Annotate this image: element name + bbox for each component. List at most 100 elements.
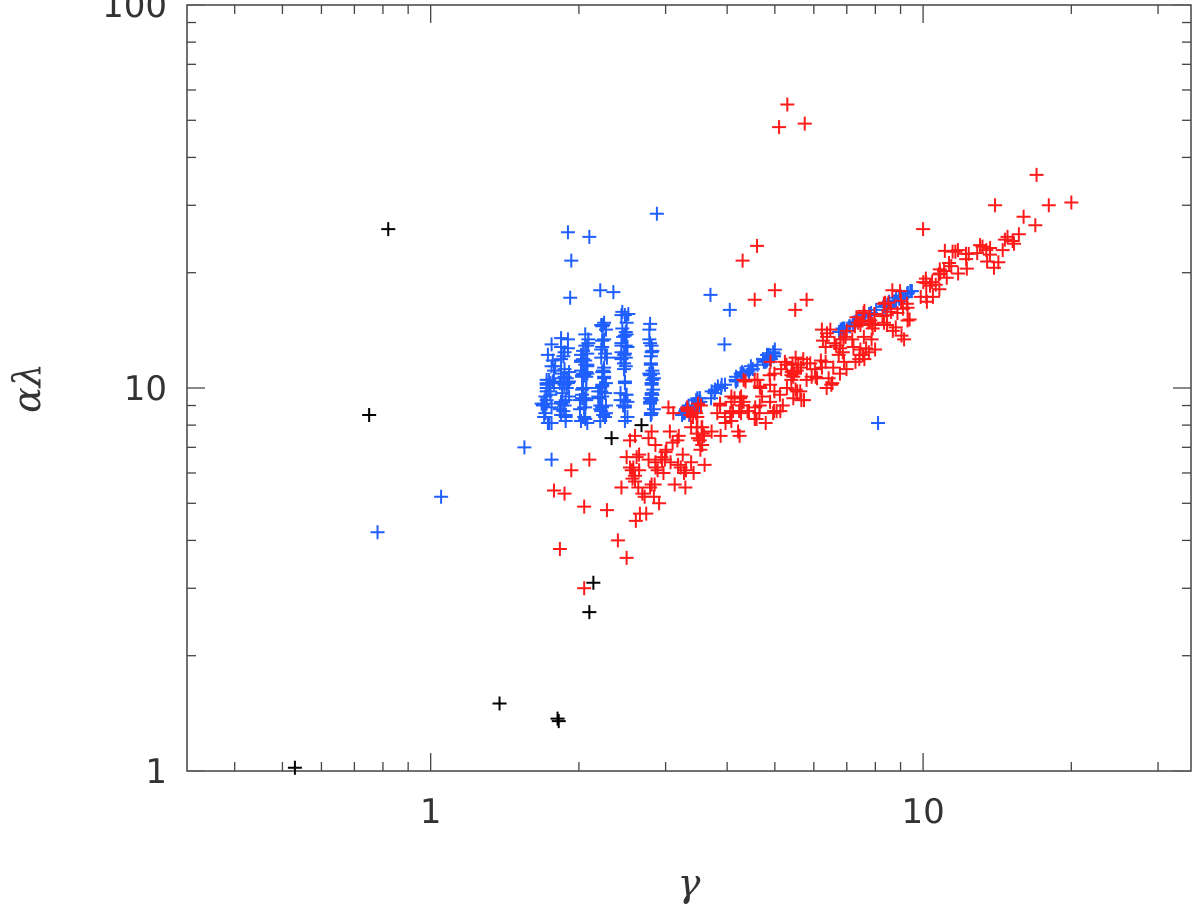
data-point	[544, 400, 559, 415]
data-point	[594, 342, 609, 357]
data-point	[551, 714, 566, 729]
data-point	[779, 357, 794, 372]
data-points	[287, 97, 1079, 775]
data-point	[610, 533, 625, 548]
data-point	[763, 394, 778, 409]
data-point	[790, 384, 805, 399]
data-point	[546, 483, 561, 498]
data-point	[560, 225, 575, 240]
data-point	[537, 396, 552, 411]
data-point	[650, 463, 665, 478]
data-point	[546, 363, 561, 378]
data-point	[1064, 195, 1079, 210]
data-point	[641, 431, 656, 446]
data-point	[678, 480, 693, 495]
data-point	[684, 455, 699, 470]
data-point	[623, 433, 638, 448]
y-tick-label: 1	[145, 752, 167, 792]
data-point	[1029, 167, 1044, 182]
data-point	[743, 359, 758, 374]
data-point	[644, 345, 659, 360]
data-point	[740, 404, 755, 419]
data-point	[918, 271, 933, 286]
data-point	[881, 295, 896, 310]
data-point	[564, 253, 579, 268]
data-point	[641, 452, 656, 467]
data-point	[747, 292, 762, 307]
data-point	[717, 337, 732, 352]
data-point	[625, 471, 640, 486]
data-point	[644, 477, 659, 492]
series-2	[546, 97, 1079, 596]
data-point	[683, 408, 698, 423]
data-point	[780, 97, 795, 112]
data-point	[629, 450, 644, 465]
data-point	[785, 365, 800, 380]
data-point	[823, 322, 838, 337]
data-point	[735, 253, 750, 268]
data-point	[558, 408, 573, 423]
data-point	[861, 314, 876, 329]
data-point	[621, 307, 636, 322]
data-point	[895, 301, 910, 316]
data-point	[900, 313, 915, 328]
data-point	[560, 332, 575, 347]
x-axis-label: γ	[678, 861, 701, 905]
data-point	[871, 416, 886, 431]
data-point	[753, 381, 768, 395]
data-point	[831, 347, 846, 362]
data-point	[577, 581, 592, 596]
data-point	[885, 283, 900, 298]
data-point	[717, 377, 732, 392]
data-point	[779, 381, 794, 395]
data-point	[667, 477, 682, 492]
data-point	[724, 394, 739, 409]
data-point	[370, 525, 385, 540]
data-point	[793, 360, 808, 375]
data-point	[557, 398, 572, 413]
data-point	[697, 457, 712, 472]
data-point	[750, 238, 765, 253]
data-point	[1011, 227, 1026, 242]
data-point	[576, 381, 591, 395]
tick-labels: 1 10 1 10 100	[102, 0, 945, 832]
data-point	[852, 352, 867, 367]
data-point	[593, 283, 608, 298]
data-point	[995, 243, 1010, 258]
data-point	[731, 424, 746, 439]
data-point	[632, 463, 647, 478]
data-point	[643, 391, 658, 406]
data-point	[577, 499, 592, 514]
data-point	[916, 222, 931, 237]
series-0	[287, 222, 649, 775]
data-point	[923, 278, 938, 293]
data-point	[619, 387, 634, 402]
data-point	[564, 463, 579, 478]
data-point	[875, 309, 890, 324]
data-point	[704, 391, 719, 406]
data-point	[767, 342, 782, 357]
data-point	[808, 369, 823, 384]
data-point	[578, 411, 593, 426]
data-point	[362, 408, 377, 423]
data-point	[727, 391, 742, 406]
data-point	[950, 243, 965, 258]
data-point	[617, 356, 632, 371]
data-point	[797, 393, 812, 408]
data-point	[897, 332, 912, 347]
data-point	[556, 374, 571, 389]
data-point	[760, 353, 775, 368]
data-point	[287, 760, 302, 775]
data-point	[381, 222, 396, 237]
data-point	[644, 424, 659, 439]
data-point	[615, 304, 630, 319]
data-point	[634, 418, 649, 433]
data-point	[845, 332, 860, 347]
data-point	[718, 416, 733, 431]
data-point	[1007, 236, 1022, 251]
data-point	[619, 315, 634, 330]
data-point	[693, 442, 708, 457]
data-point	[948, 244, 963, 259]
data-point	[539, 381, 554, 395]
data-point	[649, 206, 664, 221]
